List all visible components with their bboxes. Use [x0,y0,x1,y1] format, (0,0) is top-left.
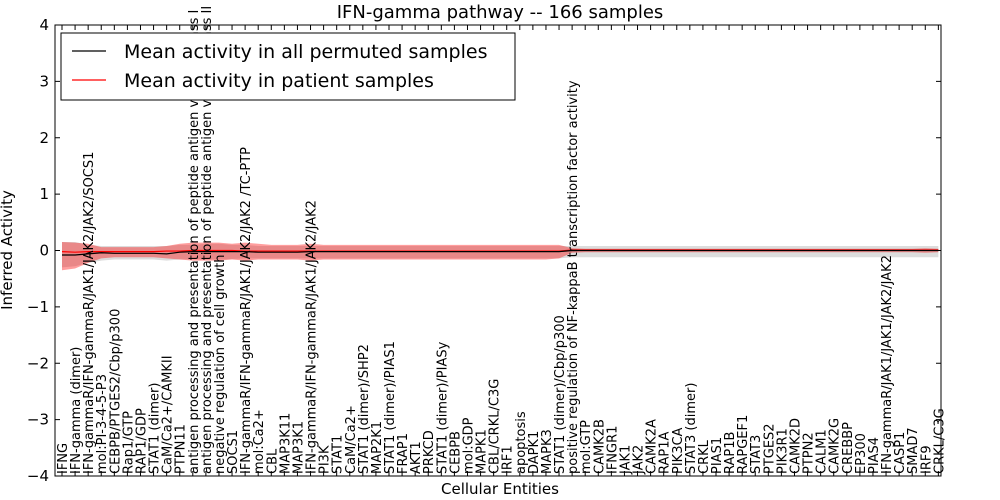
x-tick-label: CRKL/C3G [932,408,947,474]
permuted-band [62,242,939,268]
x-tick-label: STAT3 [749,435,764,474]
x-tick-label: STAT1 (dimer)/PIAS1 [383,341,398,474]
x-tick-label: mol:GDP [461,417,476,474]
x-tick-label: JAK1 [618,445,633,475]
x-tick-label: STAT1 (dimer)/Cbp/p300 [553,315,568,474]
series-line-permuted [62,249,939,256]
x-tick-label: mol:GTP [579,420,594,474]
x-tick-label: CaM/Ca2+/CAMKII [161,355,176,474]
x-tick-label: PIAS4 [867,437,882,474]
x-tick-label: MAP3K11 [278,413,293,474]
y-tick-label: 1 [39,185,49,203]
x-tick-label: MAPK3 [540,429,555,474]
x-tick-label: IFN-gammaR/JAK1/JAK1/JAK2/JAK2 [880,255,895,474]
x-tick-label: RAP1B [723,432,738,474]
confidence-bands [62,242,939,271]
x-tick-label: STAT1 [331,435,346,474]
x-tick-label: MAP3K1 [291,421,306,474]
x-axis-label: Cellular Entities [441,480,559,498]
x-tick-label: IRF1 [501,445,516,474]
y-tick-label: −3 [27,411,49,429]
y-tick-label: −2 [27,354,49,372]
x-tick-label: AKT1 [409,441,424,474]
legend-box [60,32,516,101]
x-tick-label: mol:PI-3-4-5-P3 [95,374,110,474]
y-axis-label: Inferred Activity [0,190,16,310]
x-tick-label: IFNG [56,443,71,474]
x-tick-label: MAPK1 [475,429,490,474]
legend: Mean activity in all permuted samples Me… [60,32,516,101]
x-tick-label: RAPGEF1 [736,415,751,474]
x-tick-label: CALM1 [815,429,830,474]
x-tick-label: CEBPB [448,431,463,474]
x-tick-label: IFN-gammaR/IFN-gammaR/JAK1/JAK2/JAK2 /TC… [239,147,254,474]
x-tick-label: positive regulation of NF-kappaB transcr… [566,80,581,474]
x-tick-label: CAMK2B [592,419,607,474]
x-tick-label: DAPK1 [527,431,542,474]
x-tick-label: antigen processing and presentation of p… [200,6,215,474]
x-tick-label: FRAP1 [396,433,411,474]
x-tick-label: STAT1 (dimer) [148,383,163,474]
x-tick-label: SMAD7 [906,427,921,474]
y-tick-label: 0 [39,242,49,260]
x-tick-label: CEBPB/PTGES2/Cbp/p300 [108,309,123,474]
series-lines [61,249,939,256]
x-tick-label: STAT3 (dimer) [684,383,699,474]
x-tick-label: negative regulation of cell growth [213,254,228,474]
x-tick-label: PRKCD [422,430,437,474]
x-tick-label: PIK3CA [671,427,686,474]
x-tick-label: MAP2K1 [370,421,385,474]
x-tick-label: STAT1 (dimer)/SHP2 [357,344,372,474]
y-tick-label: −1 [27,298,49,316]
x-tick-label: CAMK2A [645,419,660,474]
x-tick-label: apoptosis [514,411,529,474]
x-tick-label: IFN-gammaR/IFN-gammaR/JAK1/JAK2/JAK2/SOC… [82,152,97,474]
x-tick-label: CAMK2D [788,418,803,474]
x-tick-label: CBL/CRKL/C3G [488,379,503,474]
y-tick-label: 3 [39,72,49,90]
x-tick-label: EP300 [854,433,869,474]
legend-label-patient: Mean activity in patient samples [124,70,434,92]
x-tick-label: RAP1/GDP [134,408,149,474]
x-tick-label: IFNGR1 [605,426,620,474]
x-tick-label: mol:Ca2+ [252,409,267,474]
x-tick-label: IRF9 [919,445,934,474]
x-tick-label: CAMK2G [828,418,843,474]
x-tick-label: RAP1A [658,431,673,474]
y-tick-label: 2 [39,129,49,147]
x-tick-label: CBL [265,448,280,474]
y-tick-label: 4 [39,16,49,34]
x-tick-label: CaM/Ca2+ [344,405,359,474]
patient-band [62,242,939,271]
x-tick-label: JAK2 [632,445,647,475]
x-tick-label: IFN-gamma (dimer) [69,347,84,474]
x-tick-label: CREBBP [841,422,856,474]
x-tick-label: antigen processing and presentation of p… [187,10,202,474]
y-axis: 4 3 2 1 0 −1 −2 −3 −4 [27,16,941,485]
x-tick-label: CASP1 [893,432,908,474]
x-tick-label: PIAS1 [710,437,725,474]
x-tick-label: PTGES2 [762,423,777,474]
x-tick-label: CRKL [697,439,712,474]
x-tick-label: IFN-gammaR/IFN-gammaR/JAK1/JAK2/JAK2 [305,200,320,474]
x-tick-label: STAT1 (dimer)/PIASy [435,341,450,474]
legend-label-permuted: Mean activity in all permuted samples [124,41,487,63]
x-tick-label: PI3K [318,445,333,474]
y-tick-label: −4 [27,467,49,485]
chart-title: IFN-gamma pathway -- 166 samples [337,2,664,23]
x-tick-label: Rap1/GTP [121,411,136,474]
x-tick-label: PIK3R1 [775,428,790,474]
x-tick-label: PTPN11 [174,424,189,474]
x-tick-label: SOCS1 [226,430,241,474]
x-tick-label: PTPN2 [802,432,817,474]
